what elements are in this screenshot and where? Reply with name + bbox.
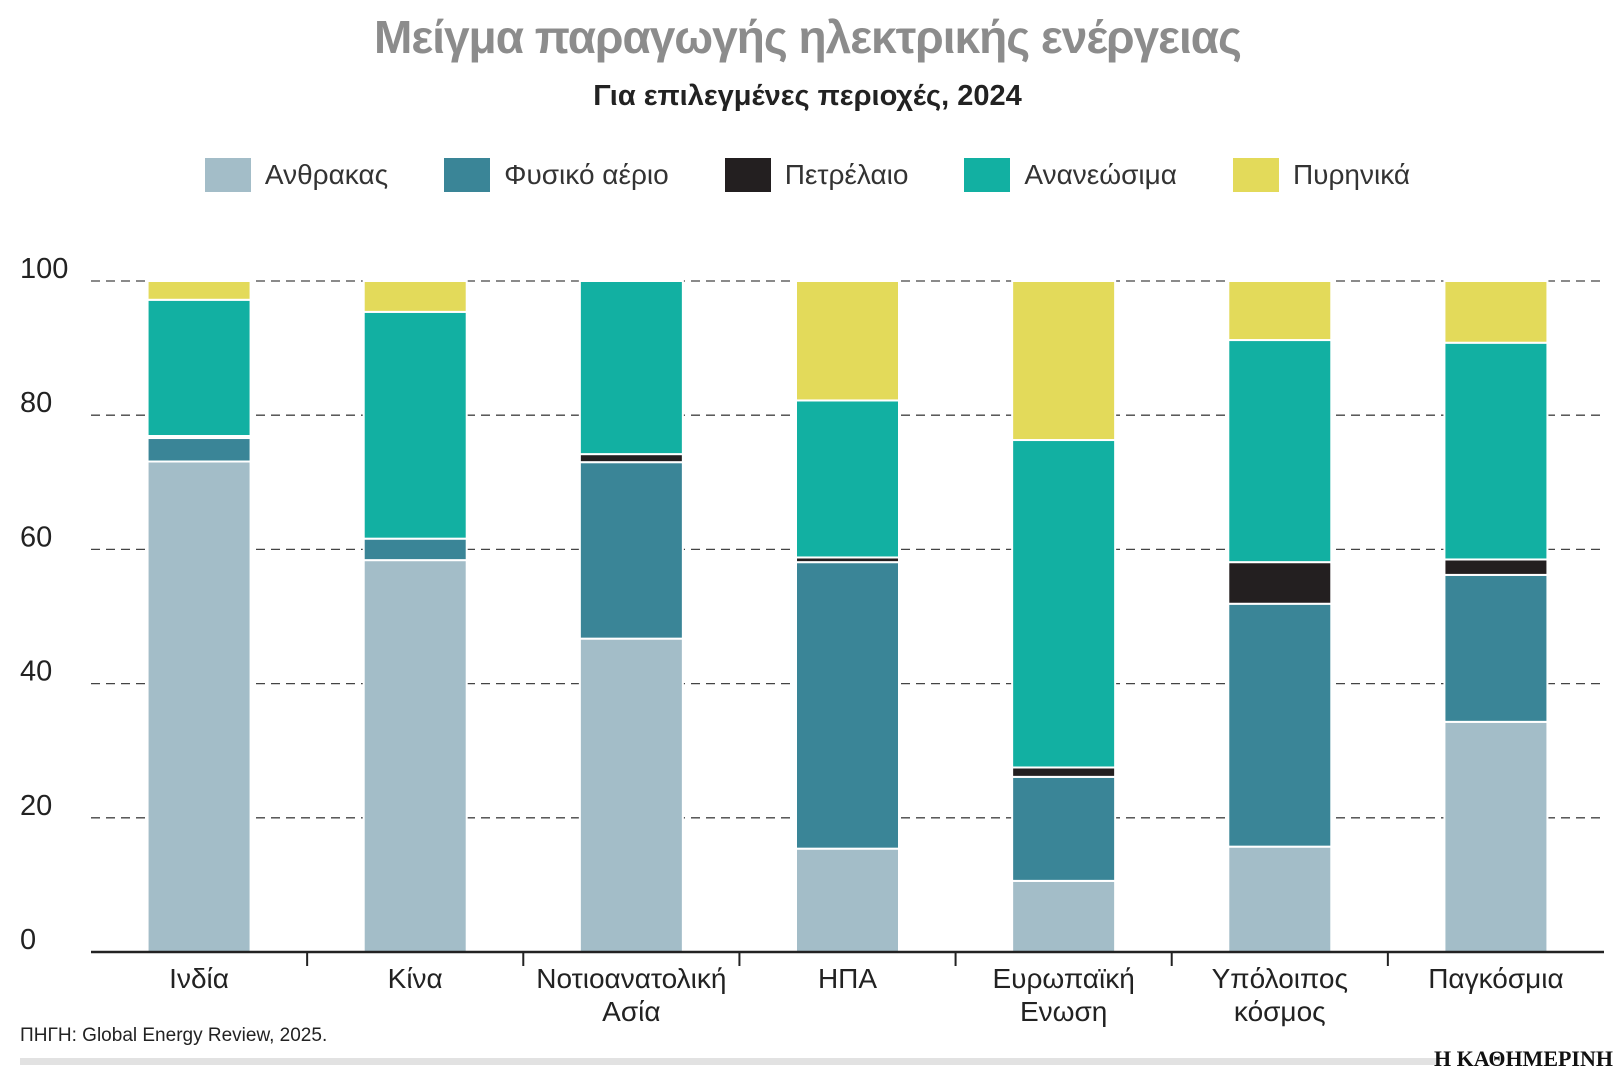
bar-segment: [1227, 845, 1333, 954]
legend-item: Πυρηνικά: [1232, 158, 1411, 192]
publisher-logo: Η ΚΑΘΗΜΕΡΙΝΗ: [1434, 1046, 1613, 1071]
bar-segment: [362, 310, 468, 540]
y-tick-label: 20: [20, 790, 52, 822]
source-note: ΠΗΓΗ: Global Energy Review, 2025.: [20, 1025, 328, 1046]
bar-segment: [146, 460, 252, 953]
bar-segment: [1011, 879, 1117, 954]
chart-title: Μείγμα παραγωγής ηλεκτρικής ενέργειας: [374, 11, 1242, 63]
y-tick-label: 0: [20, 924, 36, 956]
x-tick-label: Ινδία: [169, 963, 229, 994]
bar-segment: [362, 559, 468, 953]
bar-segment: [146, 437, 252, 463]
legend-swatch: [724, 158, 771, 192]
legend-label: Φυσικό αέριο: [504, 159, 669, 190]
bar-segment: [795, 399, 900, 559]
bar-segment: [578, 461, 684, 640]
x-tick-label: Παγκόσμια: [1428, 963, 1563, 994]
legend-item: Ανθρακας: [204, 158, 389, 192]
x-tick-label: Νοτιοανατολική: [536, 963, 726, 994]
x-tick-label: Υπόλοιπος: [1212, 963, 1348, 994]
x-tick-label: Ευρωπαϊκή: [992, 963, 1134, 994]
legend-label: Πυρηνικά: [1292, 159, 1411, 190]
bar-segment: [1443, 280, 1549, 344]
bar-segment: [795, 847, 900, 954]
y-tick-label: 100: [20, 253, 68, 285]
bar-segment: [795, 280, 900, 402]
bar-segment: [1227, 602, 1333, 848]
x-tick-label: Κίνα: [388, 963, 443, 994]
bar-segment: [795, 561, 900, 850]
y-tick-label: 40: [20, 656, 52, 688]
bar-segment: [1227, 280, 1333, 342]
legend-label: Πετρέλαιο: [784, 159, 909, 190]
x-tick-label: ΗΠΑ: [818, 963, 877, 994]
bar-segment: [1011, 439, 1117, 769]
x-tick-label: κόσμος: [1234, 996, 1326, 1027]
bar-segment: [578, 453, 684, 464]
bar-segment: [578, 637, 684, 953]
bar-segment: [1443, 558, 1549, 576]
y-tick-label: 60: [20, 521, 52, 553]
bar-segment: [146, 280, 252, 301]
legend-item: Πετρέλαιο: [724, 158, 909, 192]
bar-segment: [362, 537, 468, 562]
legend-swatch: [1232, 158, 1279, 192]
legend-label: Ανθρακας: [264, 159, 389, 190]
bar-segment: [146, 298, 252, 438]
bar-segment: [1011, 280, 1117, 442]
x-tick-label: Ενωση: [1020, 996, 1107, 1027]
bar-segment: [1011, 775, 1117, 882]
legend-swatch: [444, 158, 491, 192]
bar-segment: [1227, 561, 1333, 605]
chart-subtitle: Για επιλεγμένες περιοχές, 2024: [593, 80, 1022, 112]
bar-segment: [1443, 573, 1549, 723]
bar-segment: [1443, 341, 1549, 561]
legend-item: Φυσικό αέριο: [444, 158, 669, 192]
bar-segment: [578, 280, 684, 456]
bar-segment: [1443, 720, 1549, 953]
bar-segment: [362, 280, 468, 313]
legend: Ανθρακας Φυσικό αέριο Πετρέλαιο Ανανεώσιμα Π…: [0, 158, 1615, 192]
y-tick-label: 80: [20, 387, 52, 419]
bar-segment: [1011, 766, 1117, 778]
x-tick-label: Ασία: [602, 996, 660, 1027]
footer-divider: [20, 1058, 1440, 1065]
legend-swatch: [964, 158, 1011, 192]
bar-segment: [1227, 339, 1333, 564]
legend-item: Ανανεώσιμα: [964, 158, 1177, 192]
legend-swatch: [204, 158, 251, 192]
legend-label: Ανανεώσιμα: [1024, 159, 1177, 190]
